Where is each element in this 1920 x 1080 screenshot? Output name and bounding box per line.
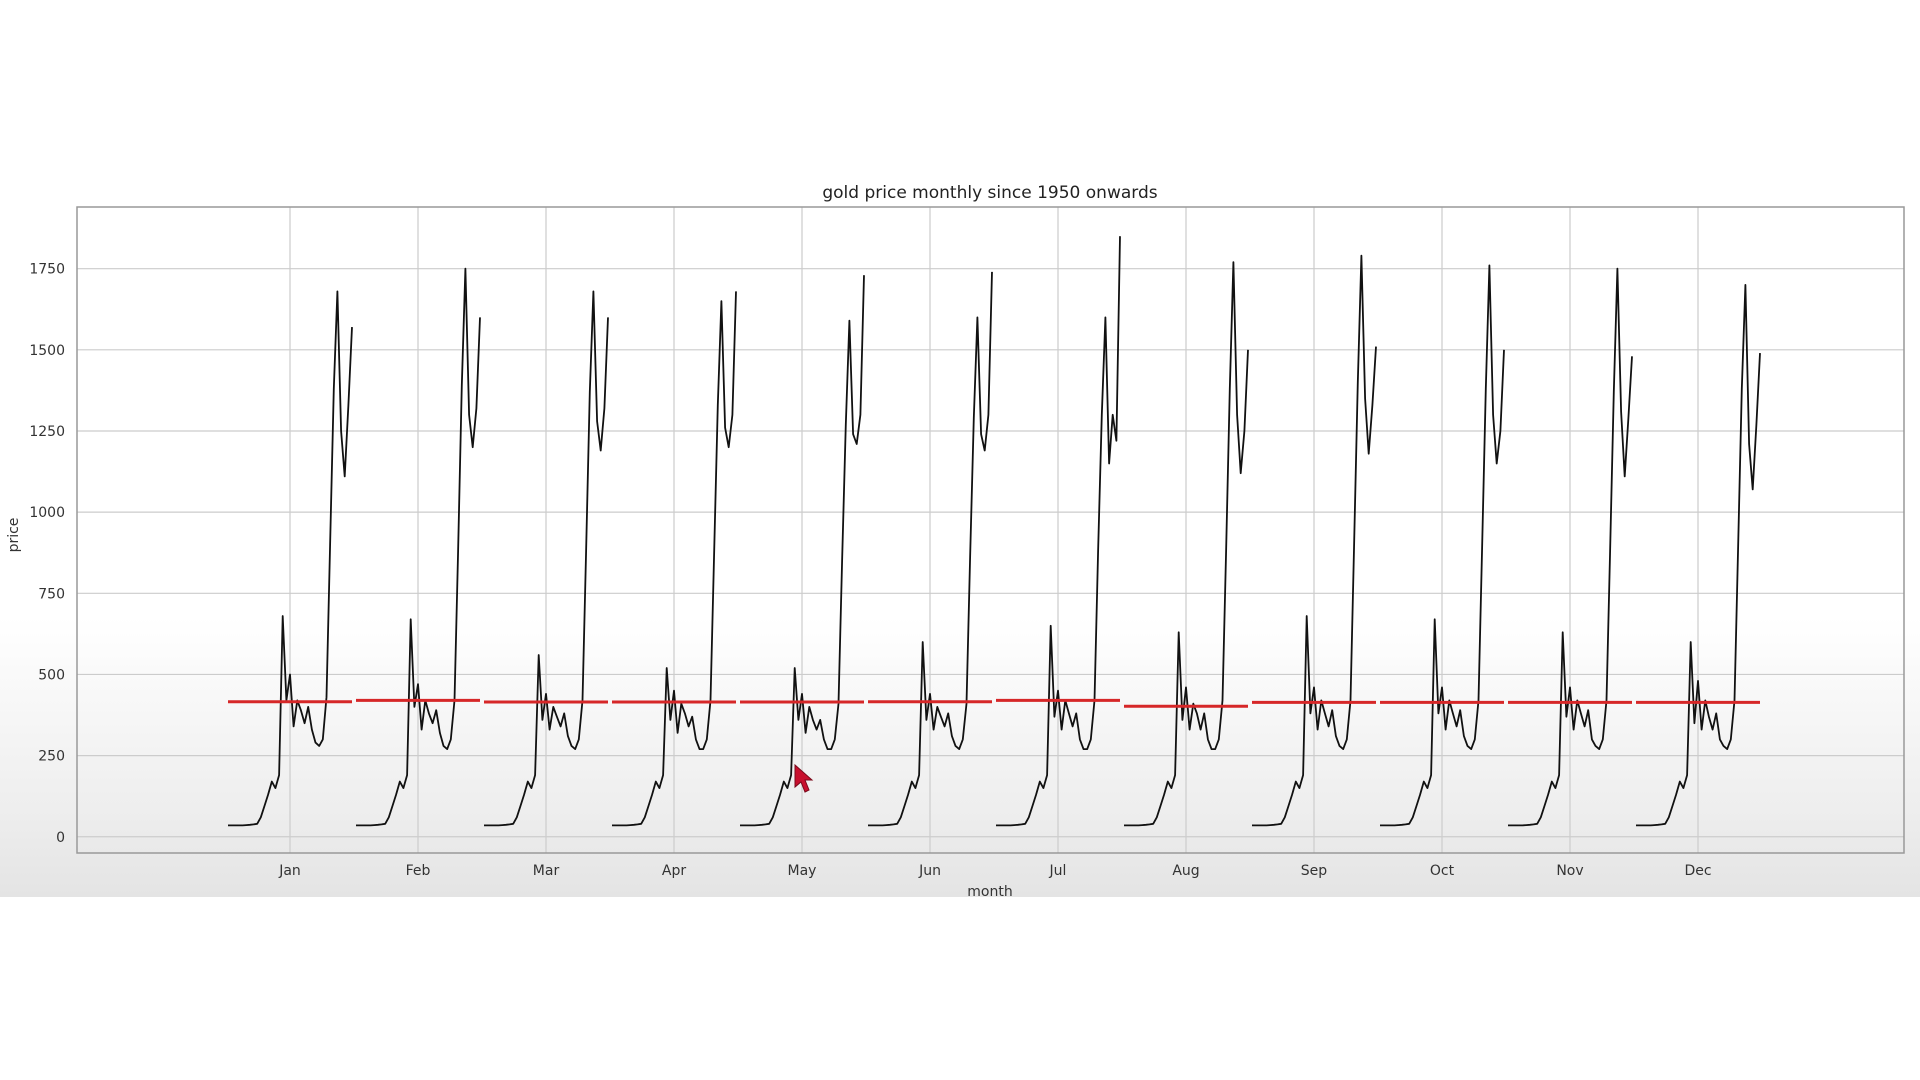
y-tick-label: 1750 bbox=[29, 262, 65, 278]
x-tick-labels: Jan Feb Mar Apr May Jun Jul Aug Sep Oct Nov Dec bbox=[278, 863, 1711, 879]
x-tick-label: Jan bbox=[278, 863, 301, 879]
series-line-may bbox=[740, 275, 865, 827]
plot-border bbox=[76, 206, 1905, 854]
series-line-sep bbox=[1252, 254, 1377, 827]
y-tick-label: 500 bbox=[38, 667, 65, 683]
series-line-apr bbox=[612, 291, 737, 827]
series-line-jan bbox=[228, 290, 353, 827]
chart-title: gold price monthly since 1950 onwards bbox=[822, 183, 1157, 203]
y-tick-labels: 0 250 500 750 1000 1250 1500 1750 bbox=[29, 262, 65, 846]
mouse-cursor-icon bbox=[794, 763, 814, 793]
grid-lines bbox=[77, 207, 1904, 853]
series-line-jul bbox=[996, 236, 1121, 827]
x-tick-label: Jun bbox=[918, 863, 941, 879]
series-line-feb bbox=[356, 267, 481, 827]
mean-lines bbox=[228, 698, 1760, 708]
y-tick-label: 250 bbox=[38, 749, 65, 765]
series-line-dec bbox=[1636, 283, 1761, 827]
background-band bbox=[0, 160, 1920, 897]
series-line-nov bbox=[1508, 267, 1633, 827]
y-tick-label: 1250 bbox=[29, 424, 65, 440]
x-tick-label: May bbox=[788, 863, 817, 879]
x-tick-label: Jul bbox=[1049, 863, 1067, 879]
y-tick-label: 750 bbox=[38, 586, 65, 602]
y-axis-label: price bbox=[6, 518, 22, 553]
x-tick-label: Feb bbox=[406, 863, 431, 879]
x-tick-label: Dec bbox=[1684, 863, 1711, 879]
x-axis-label: month bbox=[967, 884, 1012, 900]
x-tick-label: Mar bbox=[533, 863, 560, 879]
series-line-aug bbox=[1124, 261, 1249, 827]
series-lines bbox=[228, 236, 1761, 827]
x-tick-label: Nov bbox=[1556, 863, 1583, 879]
x-tick-label: Apr bbox=[662, 863, 686, 879]
x-tick-label: Sep bbox=[1301, 863, 1328, 879]
y-tick-label: 1000 bbox=[29, 505, 65, 521]
series-line-mar bbox=[484, 290, 609, 827]
x-tick-label: Oct bbox=[1430, 863, 1455, 879]
series-line-jun bbox=[868, 271, 993, 827]
series-line-oct bbox=[1380, 264, 1505, 827]
x-tick-label: Aug bbox=[1172, 863, 1199, 879]
y-tick-label: 1500 bbox=[29, 343, 65, 359]
y-tick-label: 0 bbox=[56, 830, 65, 846]
